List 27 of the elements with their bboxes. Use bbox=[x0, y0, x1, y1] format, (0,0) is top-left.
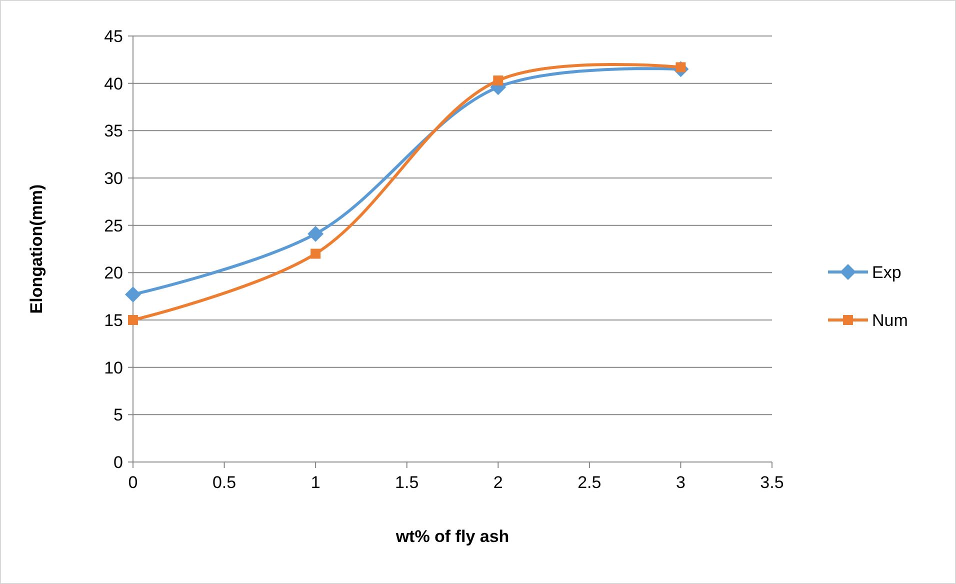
y-tick-label: 25 bbox=[104, 216, 123, 236]
legend-label: Exp bbox=[872, 262, 902, 282]
x-tick-label: 0 bbox=[128, 473, 138, 492]
legend-label: Num bbox=[872, 310, 908, 330]
x-tick-label: 3.5 bbox=[760, 473, 784, 492]
point bbox=[493, 75, 504, 86]
x-tick-label: 1 bbox=[310, 473, 320, 492]
x-tick-label: 2.5 bbox=[578, 473, 602, 492]
x-tick-label: 2 bbox=[493, 473, 503, 492]
y-tick-label: 10 bbox=[104, 358, 123, 378]
y-tick-label: 0 bbox=[114, 452, 123, 472]
y-axis-title: Elongation(mm) bbox=[27, 184, 46, 314]
x-tick-label: 0.5 bbox=[212, 473, 236, 492]
point bbox=[128, 315, 138, 325]
x-axis-title: wt% of fly ash bbox=[394, 527, 510, 546]
y-tick-label: 35 bbox=[104, 122, 123, 141]
point bbox=[125, 286, 141, 302]
x-tick-label: 3 bbox=[676, 473, 686, 492]
y-tick-label: 45 bbox=[104, 26, 123, 46]
y-tick-label: 5 bbox=[114, 406, 123, 425]
point bbox=[310, 248, 321, 259]
y-tick-label: 20 bbox=[104, 264, 123, 283]
point bbox=[308, 226, 324, 242]
y-tick-label: 40 bbox=[104, 74, 123, 94]
y-tick-label: 30 bbox=[104, 168, 123, 188]
y-tick-label: 15 bbox=[104, 310, 123, 330]
x-tick-label: 1.5 bbox=[395, 473, 419, 492]
